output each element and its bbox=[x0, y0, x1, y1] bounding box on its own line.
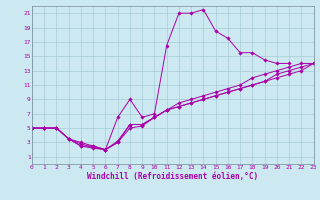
X-axis label: Windchill (Refroidissement éolien,°C): Windchill (Refroidissement éolien,°C) bbox=[87, 172, 258, 181]
